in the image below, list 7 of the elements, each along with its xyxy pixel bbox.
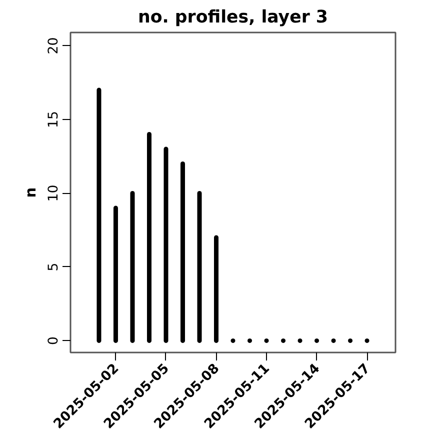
- y-tick-label: 10: [46, 184, 62, 202]
- chart-title: no. profiles, layer 3: [138, 8, 328, 28]
- y-tick-label: 15: [46, 111, 62, 128]
- y-tick-label: 0: [46, 336, 62, 345]
- y-axis-title: n: [22, 187, 40, 198]
- y-tick-label: 5: [46, 262, 62, 272]
- y-tick-label: 20: [46, 37, 62, 54]
